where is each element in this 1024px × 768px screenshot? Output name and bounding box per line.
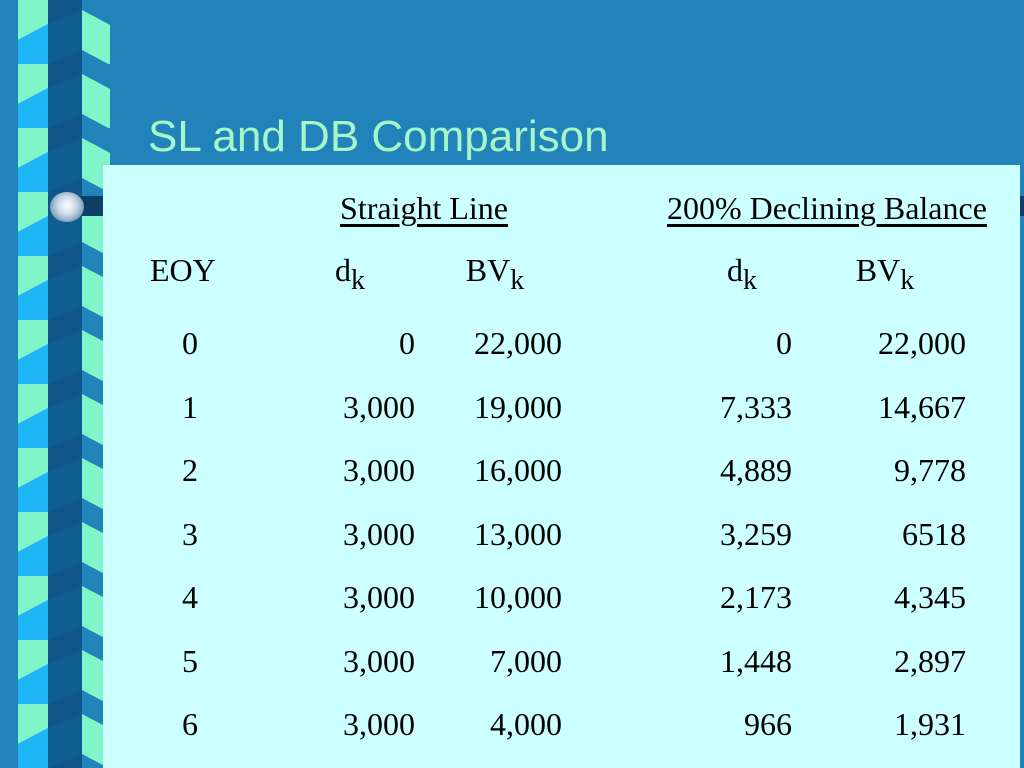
table-cell: 3,000 <box>343 388 415 425</box>
column-header: BVk <box>395 250 595 295</box>
table-cell: 3 <box>182 515 198 552</box>
table-cell: 0 <box>182 325 198 361</box>
table-cell: 7,000 <box>490 642 562 679</box>
table-cell: 966 <box>744 706 792 742</box>
table-cell: 3,259 <box>720 515 792 552</box>
column-header: dk <box>250 250 450 295</box>
table-cell: 6 <box>182 706 198 742</box>
text: BV <box>465 252 511 288</box>
column-header: dk <box>642 250 842 295</box>
text: EOY <box>150 252 216 288</box>
table-cell: 0 <box>399 325 415 361</box>
table-cell: 19,000 <box>474 388 562 425</box>
subscript: k <box>900 265 915 296</box>
table-cell: 0 <box>776 325 792 361</box>
table-cell: 7,333 <box>720 388 792 425</box>
table-cell: 2,897 <box>894 642 966 679</box>
group-header: 200% Declining Balance <box>667 190 987 226</box>
table-cell: 14,667 <box>878 388 966 425</box>
table-cell: 4,000 <box>490 706 562 742</box>
table-cell: 13,000 <box>474 515 562 552</box>
table-cell: 22,000 <box>474 325 562 361</box>
table-cell: 3,000 <box>343 452 415 488</box>
subscript: k <box>510 265 525 296</box>
table-cell: 2,173 <box>720 579 792 615</box>
table-cell: 9,778 <box>894 452 966 488</box>
table-cell: 6518 <box>902 515 966 552</box>
table-cell: 1,448 <box>720 642 792 679</box>
ribbon-decoration <box>0 0 110 768</box>
table-panel <box>103 165 1020 768</box>
column-header: BVk <box>785 250 985 295</box>
table-cell: 16,000 <box>474 452 562 488</box>
text: BV <box>855 252 901 288</box>
table-cell: 3,000 <box>343 706 415 742</box>
subscript: k <box>351 265 365 296</box>
table-cell: 3,000 <box>343 515 415 552</box>
column-header: EOY <box>150 250 216 290</box>
slide-title: SL and DB Comparison <box>148 112 609 161</box>
table-cell: 2 <box>182 452 198 488</box>
table-cell: 1,931 <box>894 706 966 742</box>
text: d <box>335 252 351 288</box>
table-cell: 4,889 <box>720 452 792 488</box>
table-cell: 1 <box>182 388 198 425</box>
table-cell: 4 <box>182 579 198 615</box>
table-cell: 22,000 <box>878 325 966 361</box>
subscript: k <box>743 265 757 296</box>
table-cell: 3,000 <box>343 579 415 615</box>
group-header: Straight Line <box>340 190 508 226</box>
table-cell: 10,000 <box>474 579 562 615</box>
text: d <box>727 252 743 288</box>
decor-knob <box>50 192 84 222</box>
table-cell: 3,000 <box>343 642 415 679</box>
table-cell: 4,345 <box>894 579 966 615</box>
table-cell: 5 <box>182 642 198 679</box>
